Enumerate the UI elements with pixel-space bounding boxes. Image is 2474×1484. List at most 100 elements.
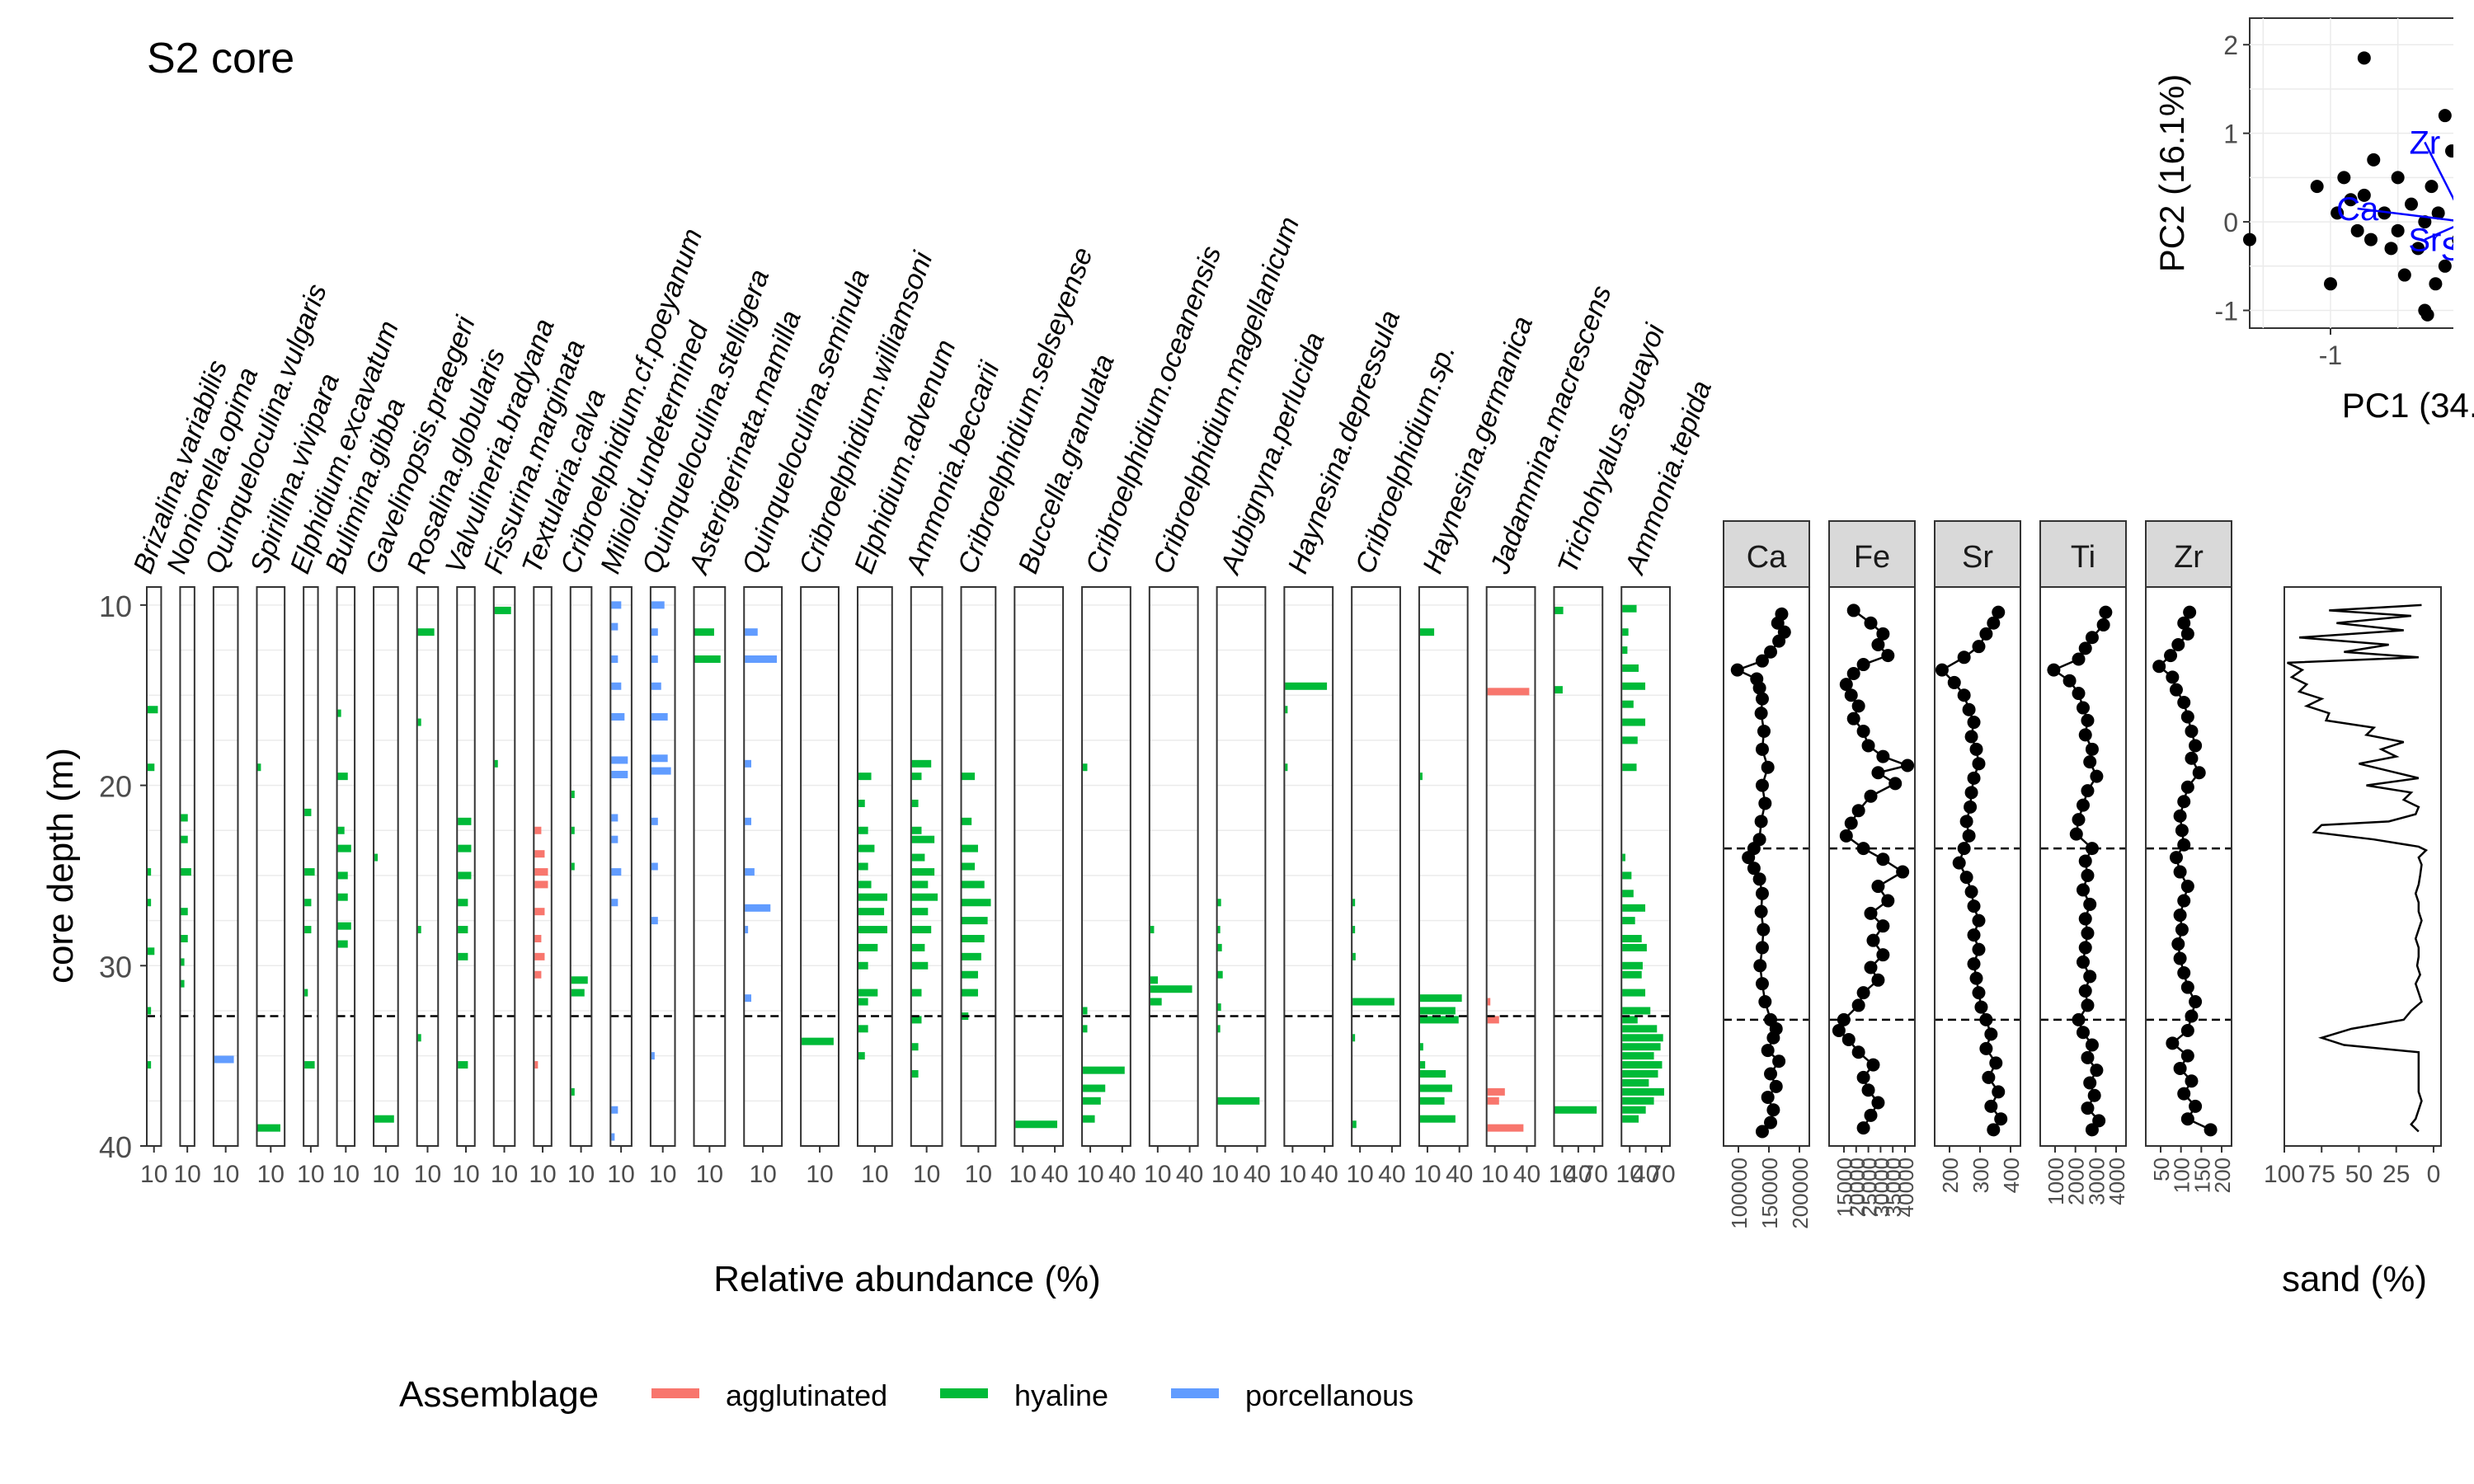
element-point xyxy=(2177,795,2191,809)
panel-background xyxy=(1418,587,1468,1146)
abundance-bar xyxy=(1217,1003,1221,1012)
abundance-bar xyxy=(1419,1007,1456,1015)
x-tick-label: 10 xyxy=(452,1161,479,1188)
abundance-bar xyxy=(1487,688,1530,696)
element-point xyxy=(2180,1112,2194,1126)
abundance-bar xyxy=(1419,994,1462,1003)
pca-point xyxy=(2357,51,2371,65)
abundance-bar xyxy=(611,622,618,631)
element-point xyxy=(2169,851,2183,865)
element-point xyxy=(1876,852,1890,866)
abundance-bar xyxy=(181,958,185,966)
abundance-bar xyxy=(911,961,929,970)
element-point xyxy=(1757,724,1771,738)
element-point xyxy=(1987,1123,2001,1137)
abundance-bar xyxy=(1622,700,1634,708)
element-point xyxy=(2085,742,2099,756)
abundance-bar xyxy=(911,853,925,862)
element-point xyxy=(2081,926,2095,940)
element-point xyxy=(2173,909,2187,923)
element-point xyxy=(1979,627,1993,641)
pca-point xyxy=(2350,223,2364,237)
abundance-bar xyxy=(858,826,868,834)
legend-key-hyaline xyxy=(940,1388,988,1398)
pca-y-tick-label: -1 xyxy=(2215,297,2238,326)
abundance-bar xyxy=(1622,943,1647,951)
element-point xyxy=(2177,695,2191,709)
x-tick-label: 10 xyxy=(1346,1161,1373,1188)
element-point xyxy=(1856,724,1870,738)
panel-border xyxy=(1081,586,1131,1147)
abundance-bar xyxy=(962,817,972,825)
element-point xyxy=(1757,923,1771,937)
pca-point xyxy=(2384,242,2398,256)
abundance-bar xyxy=(1487,1097,1499,1105)
abundance-bar xyxy=(1622,682,1646,690)
abundance-bar xyxy=(651,628,658,636)
abundance-bar xyxy=(1487,1016,1499,1024)
abundance-bar xyxy=(858,893,887,901)
x-tick-label: 10 xyxy=(332,1161,360,1188)
element-point xyxy=(2185,1074,2199,1088)
abundance-bar xyxy=(1622,1087,1664,1096)
element-point xyxy=(1754,707,1768,721)
x-tick-label: 40 xyxy=(1446,1161,1473,1188)
pca-point xyxy=(2357,188,2371,202)
element-point xyxy=(1972,986,1986,1000)
panel-strip-label: Ca xyxy=(1747,540,1787,575)
element-point xyxy=(1979,1041,1993,1055)
abundance-bar xyxy=(1150,985,1192,993)
element-point xyxy=(2085,1123,2099,1137)
abundance-bar xyxy=(611,1106,618,1114)
element-point xyxy=(1992,605,2006,619)
element-point xyxy=(1839,678,1853,692)
abundance-bar xyxy=(611,835,618,843)
x-tick-label: 20000 xyxy=(1845,1158,1870,1217)
element-point xyxy=(1994,1112,2008,1126)
abundance-bar xyxy=(962,881,985,889)
x-tick-label: 10 xyxy=(212,1161,239,1188)
abundance-bar xyxy=(911,893,938,901)
abundance-bar xyxy=(858,1052,865,1060)
abundance-bar xyxy=(1622,1043,1661,1051)
element-point xyxy=(1962,829,1976,843)
abundance-bar xyxy=(1622,604,1637,613)
element-point xyxy=(2171,937,2185,951)
abundance-bar xyxy=(1622,628,1629,636)
element-point xyxy=(2083,1076,2097,1090)
panel-strip-label: Fe xyxy=(1854,540,1890,575)
abundance-bar xyxy=(911,926,932,934)
element-point xyxy=(2173,951,2187,965)
element-point xyxy=(1755,654,1769,668)
abundance-bar xyxy=(1083,1115,1095,1123)
element-point xyxy=(1957,688,1971,702)
abundance-bar xyxy=(257,1124,280,1132)
depth-axis-label: core depth (m) xyxy=(40,748,81,984)
x-tick-label: 40000 xyxy=(1893,1158,1918,1217)
abundance-bar xyxy=(651,767,671,775)
element-point xyxy=(1952,856,1966,870)
abundance-bar xyxy=(1083,1084,1106,1092)
abundance-bar xyxy=(858,881,872,889)
abundance-bar xyxy=(858,961,868,970)
abundance-bar xyxy=(745,926,749,934)
abundance-bar xyxy=(304,989,308,997)
abundance-bar xyxy=(1083,1007,1088,1015)
abundance-bar xyxy=(1217,926,1221,934)
abundance-bar xyxy=(1622,871,1632,880)
element-point xyxy=(1871,1096,1885,1110)
panel-border xyxy=(1723,586,1810,1147)
abundance-bar xyxy=(911,881,929,889)
abundance-bar xyxy=(148,899,152,907)
abundance-bar xyxy=(858,773,872,781)
abundance-bar xyxy=(374,853,379,862)
pca-point xyxy=(2391,171,2405,185)
x-tick-label: 10 xyxy=(1009,1161,1037,1188)
x-tick-label: 40 xyxy=(1632,1161,1659,1188)
element-point xyxy=(1844,816,1858,830)
element-point xyxy=(2180,980,2194,994)
element-point xyxy=(1844,688,1858,702)
element-point xyxy=(1753,959,1767,973)
element-point xyxy=(2081,1101,2095,1115)
